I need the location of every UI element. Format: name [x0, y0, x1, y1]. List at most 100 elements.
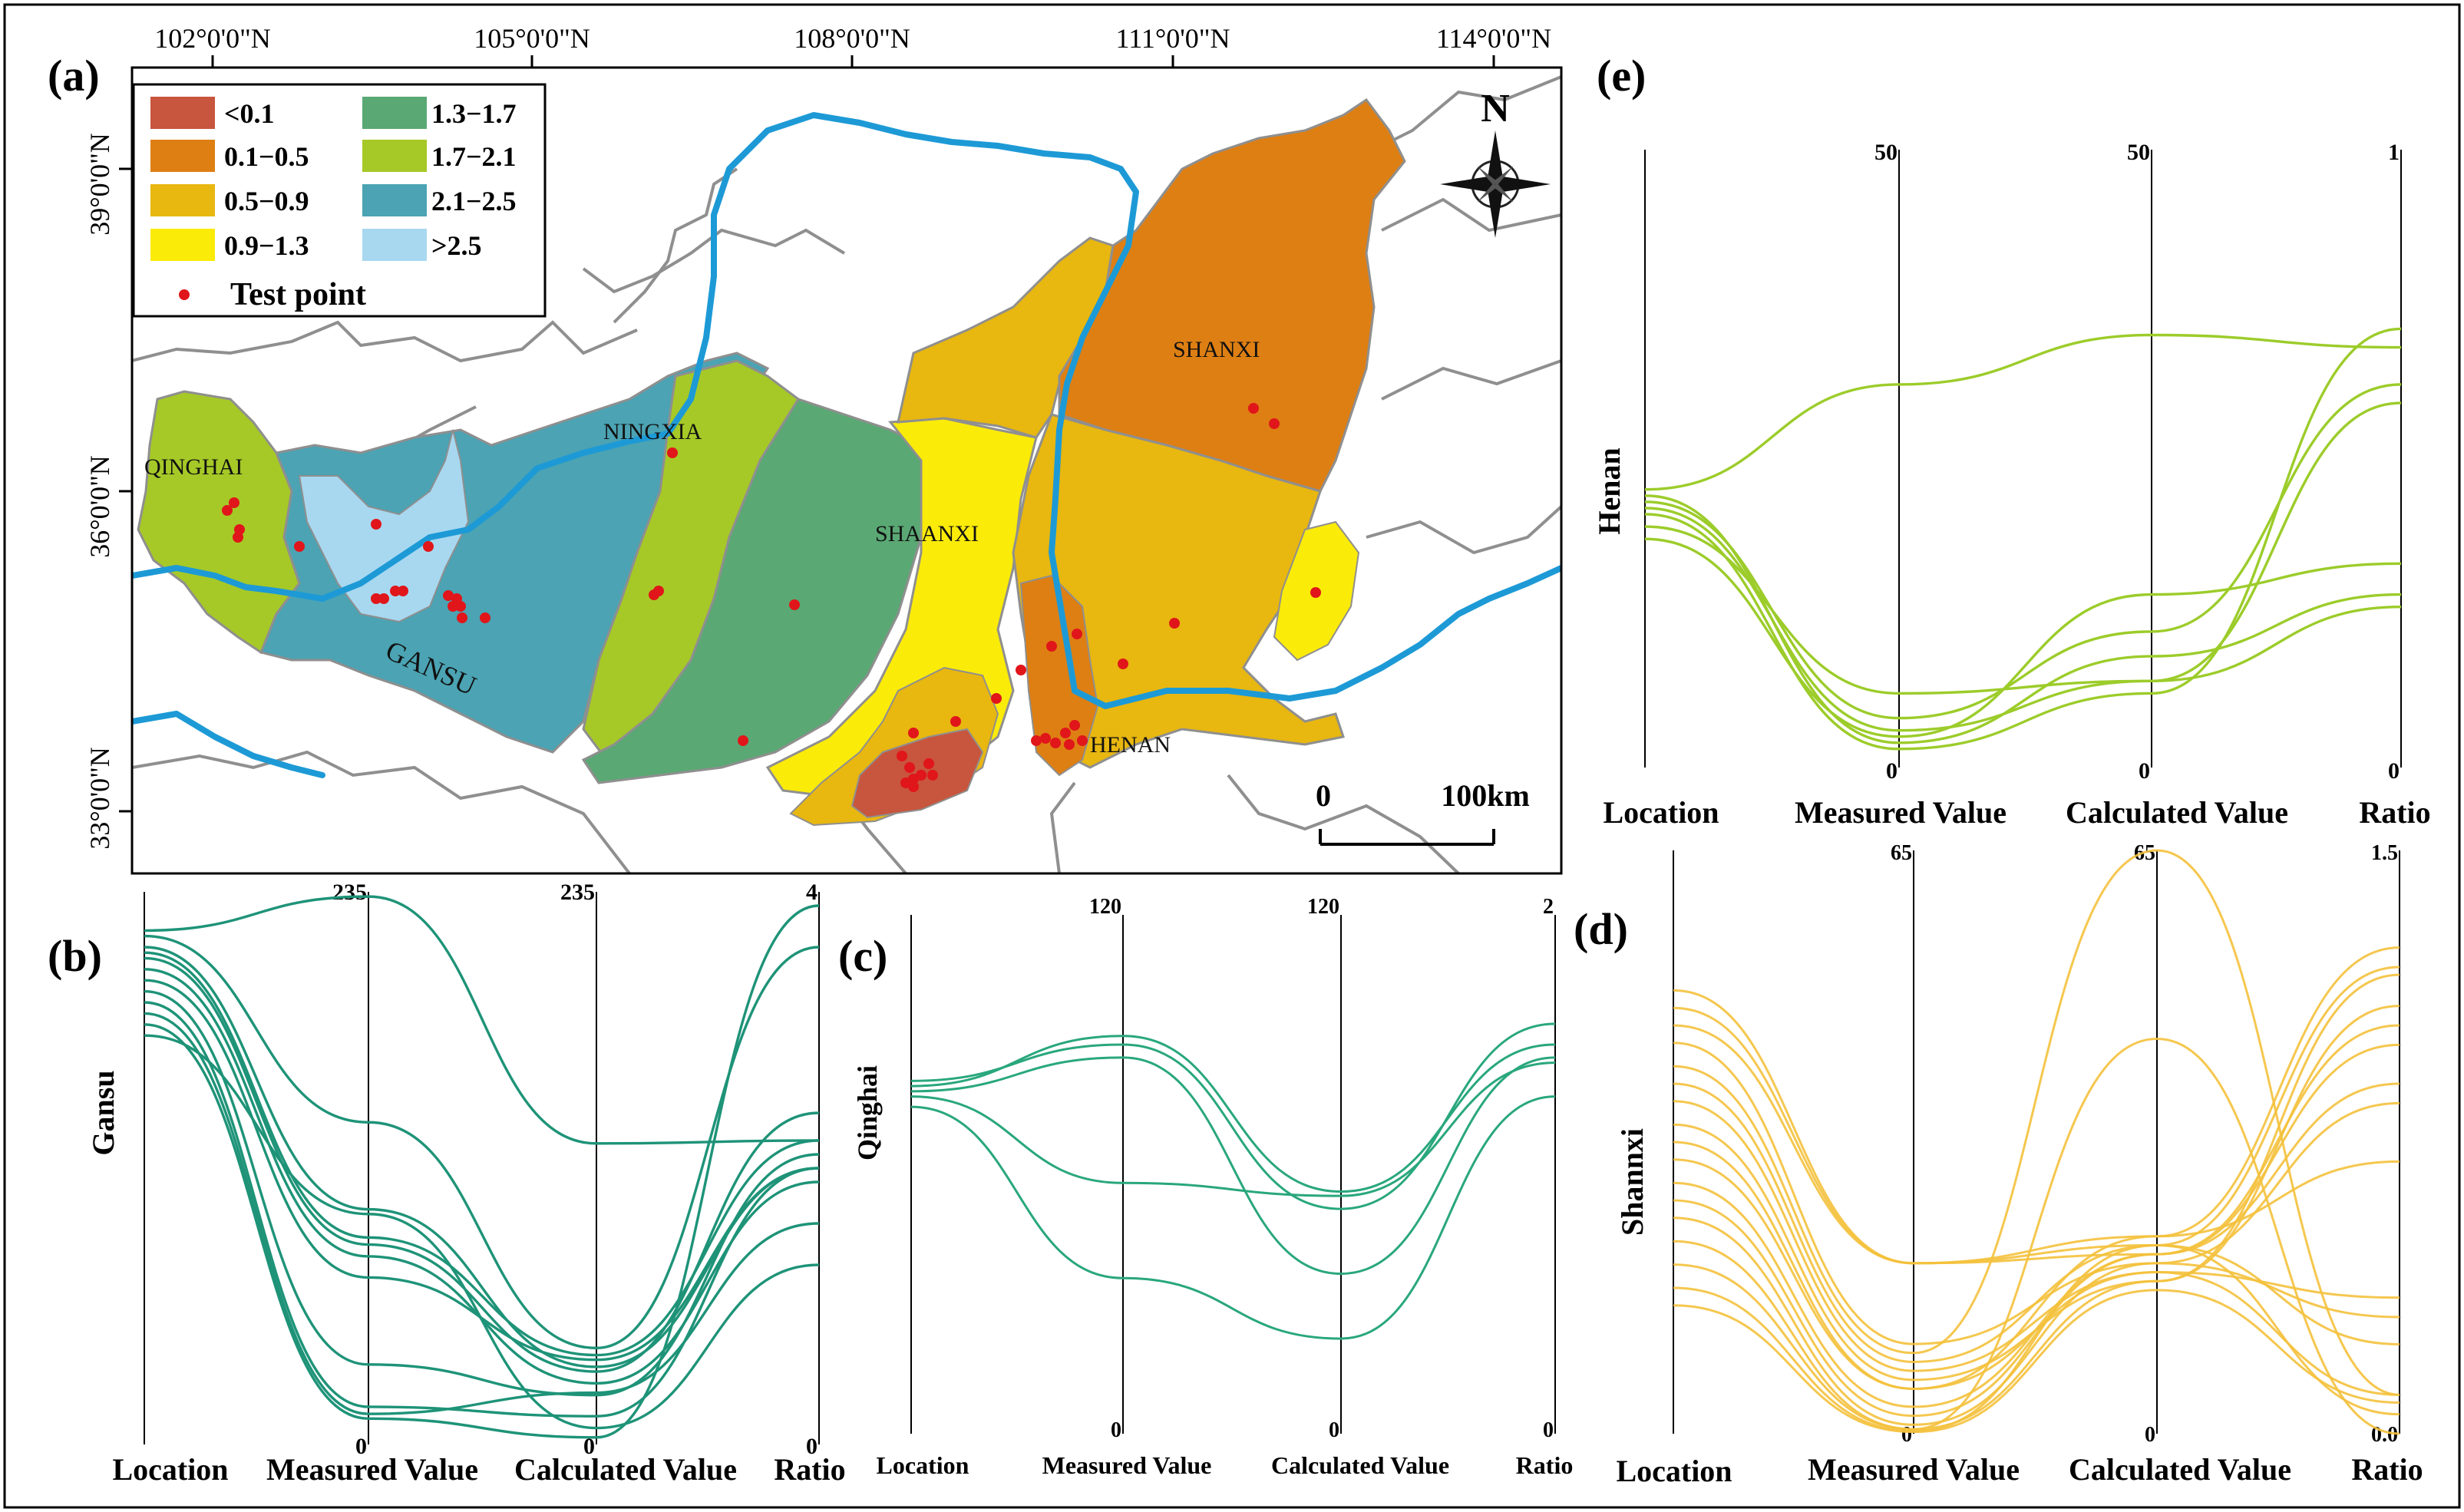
panel-c: (c) Qinghai 120 120 2 0 0 0 Location Mea…: [838, 895, 1573, 1479]
series-group: [910, 1022, 1556, 1340]
axis-min-label: 0: [583, 1434, 595, 1459]
axis-ticks-b: 235 235 4 0 0 0: [332, 880, 817, 1459]
series-line: [1673, 1042, 2400, 1345]
series-line: [144, 895, 820, 1145]
legend-label: 2.1−2.5: [431, 186, 517, 216]
axis-label: Calculated Value: [2069, 1452, 2291, 1487]
axis-label: Location: [1616, 1454, 1732, 1488]
axis-min-label: 0: [1901, 1423, 1912, 1447]
region-above-2-5: [298, 429, 470, 623]
scale-bar: 0 100km: [1316, 778, 1530, 846]
axis-label: Measured Value: [1042, 1451, 1212, 1479]
axis-labels-d: Location Measured Value Calculated Value…: [1616, 1452, 2423, 1488]
series-line: [910, 1056, 1556, 1276]
lon-label: 105°0'0"N: [474, 23, 590, 54]
series-line: [910, 1035, 1556, 1193]
legend-swatch: [362, 140, 427, 172]
legend-swatch: [150, 140, 215, 172]
axis-min-label: 0: [2139, 758, 2150, 784]
series-line: [1673, 849, 2400, 1396]
series-group: [1673, 849, 2400, 1435]
series-line: [144, 934, 820, 1350]
series-line: [1673, 966, 2400, 1363]
axis-label: Ratio: [2359, 795, 2430, 830]
panel-label-b: (b): [48, 931, 102, 981]
axis-label: Calculated Value: [2066, 795, 2288, 830]
series-line: [1644, 333, 2402, 491]
series-line: [1673, 1024, 2400, 1408]
series-line: [910, 1061, 1556, 1197]
axis-line-c: [910, 915, 1556, 1434]
rivers: [132, 112, 1561, 778]
axis-label: Measured Value: [1795, 795, 2007, 830]
legend-label: <0.1: [224, 98, 275, 129]
series-line: [910, 1095, 1556, 1340]
north-label: N: [1481, 87, 1510, 130]
panel-e: (e) Henan 50 50 1 0 0 0 Location Measure…: [1592, 51, 2431, 830]
map-panel: QINGHAI GANSU NINGXIA SHAANXI SHANXI HEN…: [48, 23, 1563, 875]
axis-labels-e: Location Measured Value Calculated Value…: [1603, 795, 2430, 830]
legend-swatch: [150, 229, 215, 261]
legend-swatch: [150, 97, 215, 129]
axis-label: Measured Value: [266, 1452, 478, 1487]
axis-min-label: 0: [1329, 1418, 1339, 1442]
series-group: [1644, 327, 2402, 751]
panel-label-d: (d): [1574, 904, 1628, 954]
region-label-shanxi: SHANXI: [1173, 337, 1260, 362]
series-line: [1673, 1082, 2400, 1418]
lon-label: 114°0'0"N: [1436, 23, 1551, 54]
axis-label: Ratio: [2351, 1452, 2423, 1487]
series-line: [1673, 946, 2400, 1265]
axis-label: Location: [112, 1452, 228, 1487]
series-line: [1673, 1038, 2400, 1435]
axis-min-label: 0: [2388, 758, 2400, 784]
series-line: [1673, 1006, 2400, 1416]
series-line: [144, 979, 820, 1362]
series-line: [1644, 525, 2402, 695]
axis-label: Ratio: [1516, 1451, 1574, 1479]
legend-item: 0.5−0.9: [150, 184, 309, 216]
map-frame: [130, 66, 1563, 875]
panel-label-e: (e): [1597, 51, 1646, 101]
axis-min-label: 0: [355, 1434, 367, 1459]
legend-item: 0.1−0.5: [150, 140, 309, 172]
axis-max-label: 120: [1089, 895, 1121, 919]
axis-max-label: 50: [2127, 140, 2150, 165]
axis-label: Calculated Value: [1271, 1451, 1449, 1479]
series-line: [144, 1001, 820, 1418]
panel-label-a: (a): [48, 51, 100, 101]
axis-max-label: 65: [1891, 841, 1912, 865]
axis-min-label: 0.0: [2371, 1423, 2398, 1447]
panel-d: (d) Shannxi 65 65 1.5 0 0 0.0 Location M…: [1574, 841, 2423, 1488]
series-line: [144, 946, 820, 1368]
legend-item: 2.1−2.5: [362, 184, 517, 216]
series-line: [144, 951, 820, 1357]
axis-ticks-e: 50 50 1 0 0 0: [1874, 140, 2400, 784]
scale-zero: 0: [1316, 778, 1331, 813]
series-group: [144, 895, 820, 1439]
lon-labels: 102°0'0"N 105°0'0"N 108°0'0"N 111°0'0"N …: [154, 23, 1551, 54]
legend-label: 0.9−1.3: [224, 230, 309, 261]
series-line: [1644, 327, 2402, 751]
legend-label: 1.7−2.1: [431, 141, 517, 172]
axis-label: Location: [877, 1451, 969, 1479]
axis-label: Ratio: [774, 1452, 845, 1487]
axis-max-label: 235: [332, 880, 367, 905]
axis-line-e: [1644, 150, 2402, 768]
series-line: [144, 968, 820, 1385]
lat-label: 36°0'0"N: [84, 455, 115, 558]
axis-label: Location: [1603, 795, 1719, 830]
legend-label: 0.5−0.9: [224, 186, 309, 216]
legend-swatch: [362, 97, 427, 129]
legend-label: 1.3−1.7: [431, 98, 517, 129]
region-shanxi: [1058, 97, 1406, 493]
series-line: [1673, 989, 2400, 1265]
panel-b: (b) Gansu 235 235 4 0 0 0 Location Measu…: [48, 880, 846, 1487]
legend-label: >2.5: [431, 230, 482, 261]
series-line: [144, 989, 820, 1397]
series-line: [144, 1012, 820, 1415]
region-label-shaanxi: SHAANXI: [875, 521, 979, 546]
series-line: [1644, 537, 2402, 738]
legend-item: 0.9−1.3: [150, 229, 309, 261]
scale-label: 100km: [1441, 778, 1530, 813]
